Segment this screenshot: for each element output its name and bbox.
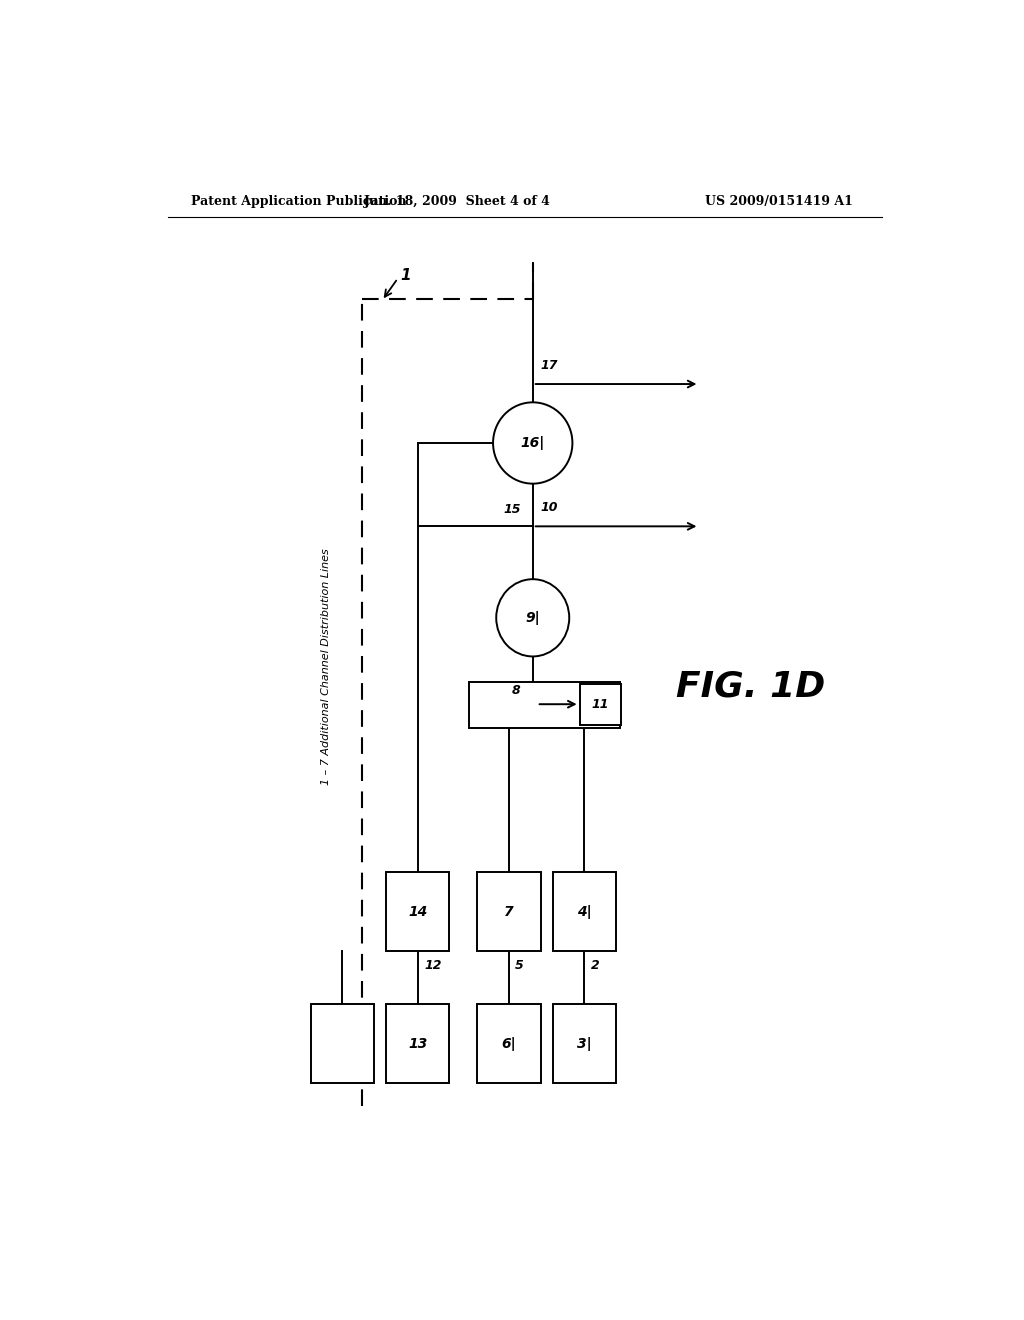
Text: 7: 7: [504, 904, 514, 919]
Text: Patent Application Publication: Patent Application Publication: [191, 194, 407, 207]
Bar: [386, 873, 450, 952]
Bar: [310, 1005, 374, 1084]
Bar: [553, 1005, 616, 1084]
Bar: [477, 1005, 541, 1084]
Text: 14: 14: [408, 904, 427, 919]
Text: 9|: 9|: [525, 611, 540, 624]
Text: 16|: 16|: [520, 436, 545, 450]
Text: 15: 15: [504, 503, 521, 516]
Text: 1: 1: [400, 268, 411, 282]
Text: 2: 2: [591, 960, 599, 973]
Ellipse shape: [497, 579, 569, 656]
Bar: [553, 873, 616, 952]
Text: 17: 17: [541, 359, 558, 372]
Text: 13: 13: [408, 1036, 427, 1051]
Text: 5: 5: [515, 960, 524, 973]
Text: 4|: 4|: [577, 904, 592, 919]
Bar: [580, 684, 621, 725]
Bar: [469, 682, 621, 727]
Ellipse shape: [494, 403, 572, 483]
Text: 12: 12: [424, 960, 441, 973]
Text: 1 – 7 Additional Channel Distribution Lines: 1 – 7 Additional Channel Distribution Li…: [322, 548, 332, 785]
Text: FIG. 1D: FIG. 1D: [676, 671, 825, 704]
Text: Jun. 18, 2009  Sheet 4 of 4: Jun. 18, 2009 Sheet 4 of 4: [364, 194, 551, 207]
Bar: [386, 1005, 450, 1084]
Text: US 2009/0151419 A1: US 2009/0151419 A1: [705, 194, 853, 207]
Text: 6|: 6|: [502, 1036, 516, 1051]
Text: 10: 10: [541, 502, 558, 515]
Text: 8: 8: [512, 684, 521, 697]
Text: 3|: 3|: [577, 1036, 592, 1051]
Bar: [477, 873, 541, 952]
Text: 11: 11: [592, 698, 609, 710]
